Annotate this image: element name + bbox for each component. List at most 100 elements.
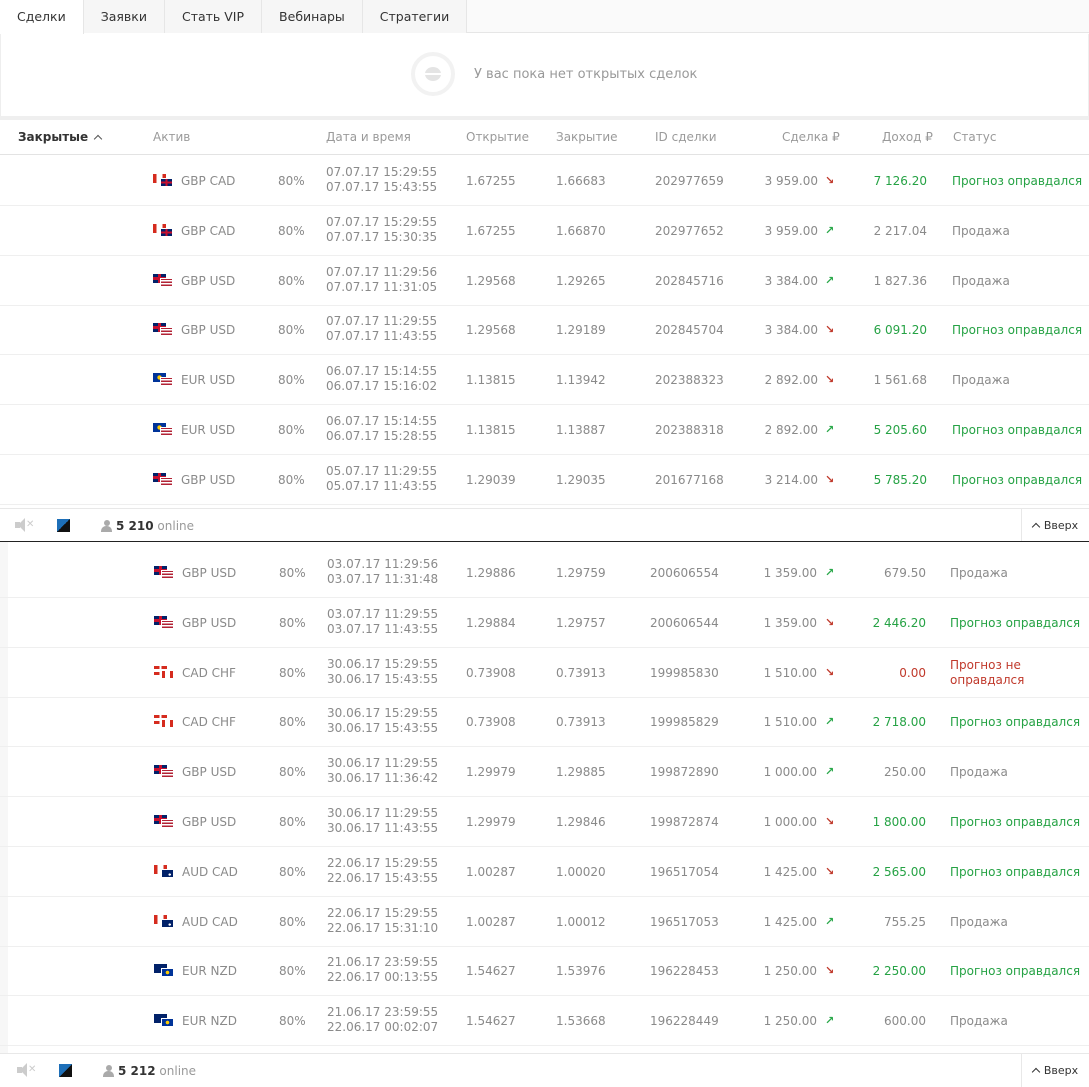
table-row[interactable]: GBP USD 80% 03.07.17 11:29:55 03.07.17 11:4… (0, 598, 1089, 648)
deal-status: Прогноз оправдался (950, 864, 1081, 879)
gb-flag-icon (160, 178, 173, 187)
table-row[interactable]: GBP USD 80% 05.07.17 11:29:55 05.07.17 11:4… (0, 455, 1089, 505)
section-divider (0, 116, 1089, 120)
table-row[interactable]: EUR NZD 80% 21.06.17 23:59:55 22.06.17 00:0… (0, 996, 1089, 1047)
close-price: 1.53668 (556, 1014, 606, 1029)
asset-name: EUR USD (181, 423, 236, 437)
deal-amount: 1 425.00 (763, 914, 817, 929)
deal-amount: 1 000.00 (763, 815, 817, 829)
gb-flag-icon (154, 566, 167, 575)
asset-name: CAD CHF (182, 715, 236, 730)
income-amount: 1 827.36 (873, 273, 927, 288)
col-close[interactable]: Закрытие (556, 130, 618, 144)
open-price: 1.54627 (466, 1014, 516, 1029)
close-price: 1.29035 (556, 472, 606, 487)
empty-deals-icon (411, 52, 455, 96)
col-datetime[interactable]: Дата и время (326, 130, 411, 144)
open-time: 07.07.17 15:29:55 (326, 165, 438, 179)
deal-id: 200606554 (650, 566, 719, 580)
deal-status: Продажа (952, 373, 1010, 388)
open-price: 1.29979 (466, 815, 516, 829)
logo-icon[interactable] (57, 519, 70, 532)
table-row[interactable]: GBP USD 80% 30.06.17 11:29:55 30.06.17 11:3… (0, 747, 1089, 798)
close-time: 07.07.17 11:31:05 (326, 279, 438, 294)
table-row[interactable]: GBP USD 80% 03.07.17 11:29:56 03.07.17 11:3… (0, 548, 1089, 598)
col-status[interactable]: Статус (953, 130, 997, 144)
deal-amount: 3 384.00 (764, 323, 818, 338)
deal-id: 201677168 (655, 472, 724, 487)
sound-muted-icon[interactable]: ✕ (15, 518, 34, 532)
open-price: 1.54627 (466, 964, 516, 979)
open-time: 06.07.17 15:14:55 (326, 364, 438, 379)
col-deal[interactable]: Сделка ₽ (782, 130, 840, 144)
table-row[interactable]: CAD CHF 80% 30.06.17 15:29:55 30.06.17 15:4… (0, 648, 1089, 698)
online-counter: 5 210 online (116, 519, 195, 533)
tab-orders[interactable]: Заявки (83, 0, 165, 33)
ca-flag-icon (161, 669, 174, 679)
deal-amount: 1 359.00 (763, 566, 817, 580)
deal-datetime: 30.06.17 11:29:55 30.06.17 11:36:42 (327, 756, 438, 786)
deal-amount: 3 959.00 (764, 223, 818, 238)
asset-name: EUR NZD (182, 1014, 237, 1029)
us-flag-icon (160, 427, 173, 436)
close-price: 1.53976 (556, 964, 606, 979)
table-row[interactable]: GBP CAD 80% 07.07.17 15:29:55 07.07.17 15:3… (0, 206, 1089, 256)
table-row[interactable]: GBP USD 80% 07.07.17 11:29:55 07.07.17 11:4… (0, 305, 1089, 356)
table-row[interactable]: CAD CHF 80% 30.06.17 15:29:55 30.06.17 15:4… (0, 697, 1089, 748)
ca-flag-icon (161, 719, 174, 729)
close-price: 1.29189 (556, 323, 606, 338)
scroll-top-button[interactable]: Вверх (1021, 1054, 1089, 1087)
logo-icon[interactable] (59, 1064, 72, 1077)
open-time: 30.06.17 15:29:55 (327, 656, 439, 671)
deal-datetime: 06.07.17 15:14:55 06.07.17 15:16:02 (326, 364, 437, 394)
income-amount: 250.00 (884, 765, 926, 780)
flag-pair-icon (153, 174, 173, 187)
user-icon (101, 520, 112, 532)
asset-name: GBP USD (182, 765, 237, 780)
gb-flag-icon (154, 765, 167, 775)
col-income[interactable]: Доход ₽ (882, 130, 933, 144)
close-time: 05.07.17 11:43:55 (326, 478, 438, 493)
table-row[interactable]: AUD CAD 80% 22.06.17 15:29:55 22.06.17 15:4… (0, 847, 1089, 897)
table-row[interactable]: GBP USD 80% 07.07.17 11:29:56 07.07.17 11:3… (0, 256, 1089, 306)
table-row[interactable]: AUD CAD 80% 22.06.17 15:29:55 22.06.17 15:3… (0, 897, 1089, 947)
open-time: 21.06.17 23:59:55 (327, 955, 439, 970)
eu-flag-icon (161, 968, 174, 978)
empty-deals-message: У вас пока нет открытых сделок (474, 67, 698, 82)
payout-percent: 80% (279, 566, 306, 580)
scroll-top-button[interactable]: Вверх (1021, 509, 1089, 542)
open-price: 0.73908 (466, 715, 516, 730)
arrow-up-icon: ↗ (825, 223, 835, 237)
col-deal-id[interactable]: ID сделки (655, 130, 717, 144)
closed-sort-toggle[interactable]: Закрытые (18, 130, 103, 144)
au-flag-icon (161, 868, 174, 878)
ca-flag-icon (153, 174, 166, 183)
deal-id: 202845716 (655, 273, 724, 288)
tab-vip[interactable]: Стать VIP (164, 0, 263, 33)
table-row[interactable]: EUR USD 80% 06.07.17 15:14:55 06.07.17 15:2… (0, 405, 1089, 455)
open-price: 1.29979 (466, 765, 516, 780)
table-row[interactable]: GBP CAD 80% 07.07.17 15:29:55 07.07.17 15:4… (0, 156, 1089, 206)
flag-pair-icon (153, 423, 173, 436)
deal-id: 202388323 (655, 373, 724, 388)
chevron-up-icon (1031, 1067, 1041, 1077)
deal-id: 196228449 (650, 1014, 719, 1029)
table-row[interactable]: EUR NZD 80% 21.06.17 23:59:55 22.06.17 00:1… (0, 946, 1089, 997)
tab-webinars[interactable]: Вебинары (262, 0, 363, 33)
close-price: 1.13942 (556, 373, 606, 388)
col-open[interactable]: Открытие (466, 130, 529, 144)
deal-datetime: 21.06.17 23:59:55 22.06.17 00:13:55 (327, 955, 438, 985)
col-asset[interactable]: Актив (153, 130, 191, 144)
gb-flag-icon (153, 472, 166, 482)
sound-muted-icon[interactable]: ✕ (17, 1063, 36, 1077)
tab-strategies[interactable]: Стратегии (362, 0, 468, 33)
payout-percent: 80% (279, 715, 306, 730)
close-time: 30.06.17 11:36:42 (327, 771, 439, 786)
table-row[interactable]: GBP USD 80% 30.06.17 11:29:55 30.06.17 11:4… (0, 797, 1089, 847)
payout-percent: 80% (278, 423, 305, 437)
table-row[interactable]: EUR USD 80% 06.07.17 15:14:55 06.07.17 15:1… (0, 355, 1089, 406)
close-time: 30.06.17 15:43:55 (327, 721, 439, 736)
tab-deals[interactable]: Сделки (0, 0, 84, 34)
deal-datetime: 22.06.17 15:29:55 22.06.17 15:43:55 (327, 856, 438, 886)
open-time: 03.07.17 11:29:56 (327, 557, 439, 571)
